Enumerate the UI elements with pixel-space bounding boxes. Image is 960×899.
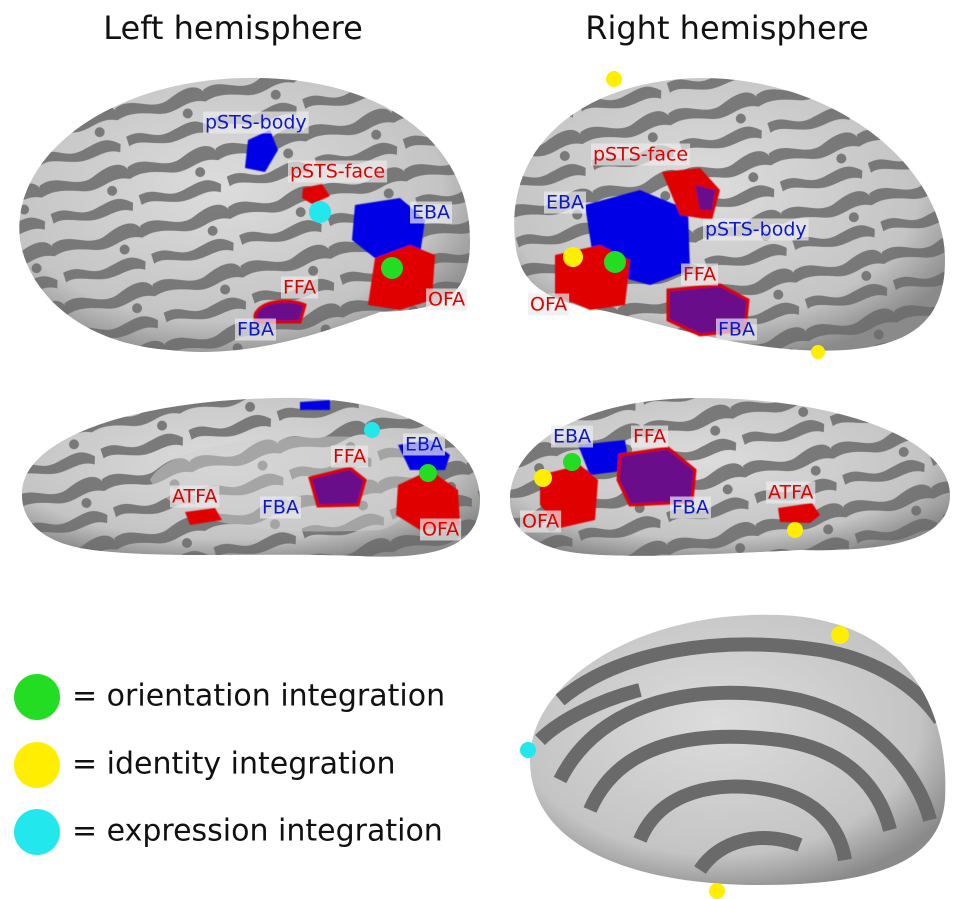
roi-label: EBA xyxy=(412,202,450,224)
roi-label: pSTS-face xyxy=(593,144,688,166)
figure: Left hemisphere Right hemisphere xyxy=(0,0,960,899)
roi-label: ATFA xyxy=(172,486,217,508)
heading: Left hemisphere xyxy=(103,9,363,47)
roi-label: OFA xyxy=(422,519,459,541)
legend-label: = expression integration xyxy=(72,814,443,849)
roi-label: OFA xyxy=(530,294,567,316)
roi-label: EBA xyxy=(546,192,584,214)
legend-label: = orientation integration xyxy=(72,679,445,714)
legend: = orientation integration = identity int… xyxy=(14,674,445,855)
roi-label: FBA xyxy=(237,319,274,341)
roi-label: EBA xyxy=(405,434,443,456)
roi-label: FBA xyxy=(672,497,709,519)
roi-label: FFA xyxy=(333,446,366,468)
roi-label: ATFA xyxy=(768,482,813,504)
roi-label: FFA xyxy=(633,426,666,448)
roi-label: EBA xyxy=(553,426,591,448)
heading: Right hemisphere xyxy=(585,9,869,47)
roi-label: pSTS-face xyxy=(290,161,385,183)
roi-label: FBA xyxy=(262,497,299,519)
roi-label: FBA xyxy=(718,319,755,341)
roi-label: pSTS-body xyxy=(705,219,807,241)
legend-swatch xyxy=(14,674,60,720)
brain-medial xyxy=(530,615,945,885)
legend-swatch xyxy=(14,809,60,855)
legend-label: = identity integration xyxy=(72,747,395,782)
roi-label: OFA xyxy=(428,289,465,311)
roi-label: pSTS-body xyxy=(205,112,307,134)
roi-label: FFA xyxy=(683,264,716,286)
brain-left-ventral xyxy=(22,398,480,557)
roi-label: OFA xyxy=(522,511,559,533)
legend-swatch xyxy=(14,742,60,788)
roi-label: FFA xyxy=(283,277,316,299)
